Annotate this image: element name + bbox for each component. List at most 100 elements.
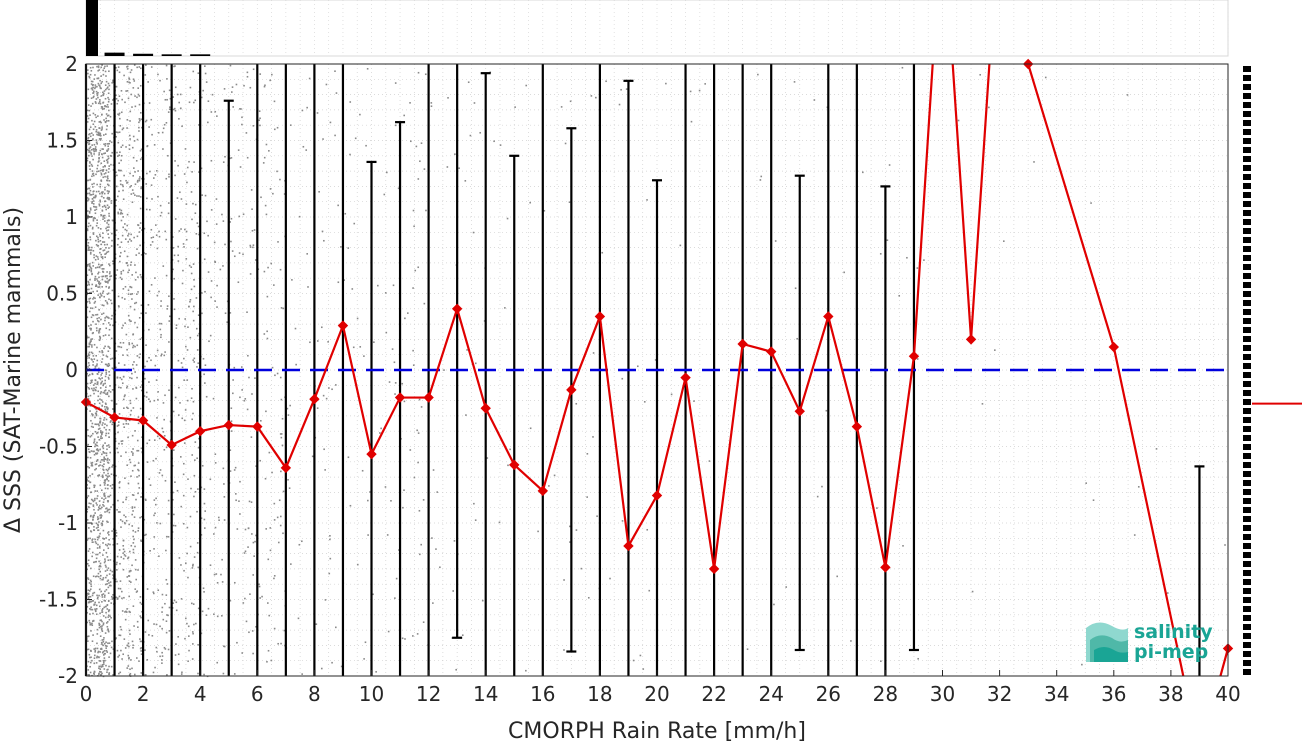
scatter-point <box>97 474 99 477</box>
scatter-point <box>131 363 134 366</box>
scatter-point <box>240 108 242 110</box>
scatter-point <box>105 105 108 108</box>
scatter-point <box>136 195 138 197</box>
scatter-point <box>136 66 138 69</box>
scatter-point <box>104 188 106 191</box>
scatter-point <box>245 620 248 623</box>
scatter-point <box>88 595 90 598</box>
scatter-point <box>97 65 100 67</box>
scatter-point <box>184 318 187 320</box>
scatter-point <box>103 538 106 540</box>
scatter-point <box>87 386 90 389</box>
scatter-point <box>88 291 91 294</box>
scatter-point <box>95 557 98 560</box>
scatter-point <box>196 551 199 554</box>
scatter-point <box>106 301 108 304</box>
scatter-point <box>101 169 104 171</box>
scatter-point <box>91 372 94 375</box>
scatter-point <box>193 101 195 104</box>
scatter-point <box>108 165 111 167</box>
scatter-point <box>135 591 138 593</box>
scatter-point <box>106 500 109 502</box>
scatter-point <box>105 355 108 357</box>
scatter-point <box>192 70 195 73</box>
scatter-point <box>104 144 107 147</box>
scatter-point <box>215 198 218 200</box>
scatter-point <box>188 635 190 637</box>
scatter-point <box>122 216 124 218</box>
scatter-point <box>529 427 532 430</box>
scatter-point <box>88 300 91 303</box>
scatter-point <box>95 560 97 563</box>
scatter-point <box>93 143 96 146</box>
scatter-point <box>95 98 98 100</box>
scatter-point <box>150 228 153 231</box>
scatter-point <box>125 422 128 425</box>
scatter-point <box>90 269 93 272</box>
scatter-point <box>160 305 162 307</box>
scatter-point <box>98 309 100 311</box>
scatter-point <box>140 67 142 70</box>
scatter-point <box>172 449 175 451</box>
scatter-point <box>147 619 150 622</box>
scatter-point <box>93 672 95 675</box>
scatter-point <box>112 503 114 506</box>
data-point-marker <box>1108 341 1120 353</box>
scatter-point <box>131 434 134 437</box>
scatter-point <box>133 361 135 363</box>
scatter-point <box>233 255 236 258</box>
scatter-point <box>88 351 91 354</box>
scatter-point <box>111 82 113 84</box>
scatter-point <box>316 340 319 342</box>
scatter-point <box>87 345 89 348</box>
scatter-point <box>416 429 418 432</box>
scatter-point <box>196 510 198 513</box>
scatter-point <box>92 174 95 177</box>
scatter-point <box>90 502 92 505</box>
scatter-point <box>89 146 92 148</box>
scatter-point <box>902 545 904 547</box>
scatter-point <box>189 299 192 301</box>
scatter-point <box>194 203 197 206</box>
scatter-point <box>104 345 106 348</box>
scatter-point <box>125 420 128 422</box>
scatter-point <box>96 363 98 365</box>
scatter-point <box>90 462 93 464</box>
scatter-point <box>153 399 156 402</box>
scatter-point <box>93 302 96 304</box>
scatter-point <box>95 141 98 144</box>
scatter-point <box>107 600 110 602</box>
scatter-point <box>291 279 293 281</box>
scatter-point <box>95 194 97 197</box>
scatter-point <box>89 207 92 210</box>
scatter-point <box>214 526 217 529</box>
scatter-point <box>172 268 174 271</box>
scatter-point <box>103 492 106 495</box>
scatter-point <box>115 131 118 133</box>
scatter-point <box>193 495 195 498</box>
scatter-point <box>128 595 131 598</box>
scatter-point <box>86 372 88 375</box>
scatter-point <box>128 144 131 146</box>
scatter-point <box>124 322 126 324</box>
scatter-point <box>251 229 254 232</box>
scatter-point <box>140 496 142 498</box>
x-tick-label: 28 <box>873 682 898 706</box>
scatter-point <box>104 70 107 73</box>
data-point-marker <box>194 425 206 437</box>
scatter-point <box>107 531 110 533</box>
scatter-point <box>101 268 104 270</box>
scatter-point <box>401 637 404 640</box>
scatter-point <box>93 149 95 151</box>
scatter-point <box>88 342 91 345</box>
scatter-point <box>229 64 232 67</box>
scatter-point <box>132 542 135 544</box>
scatter-point <box>100 628 103 631</box>
scatter-point <box>128 342 130 344</box>
scatter-point <box>105 551 108 554</box>
scatter-point <box>439 566 441 569</box>
scatter-point <box>99 296 101 299</box>
scatter-point <box>86 148 89 151</box>
scatter-point <box>203 673 205 676</box>
scatter-point <box>111 232 113 235</box>
